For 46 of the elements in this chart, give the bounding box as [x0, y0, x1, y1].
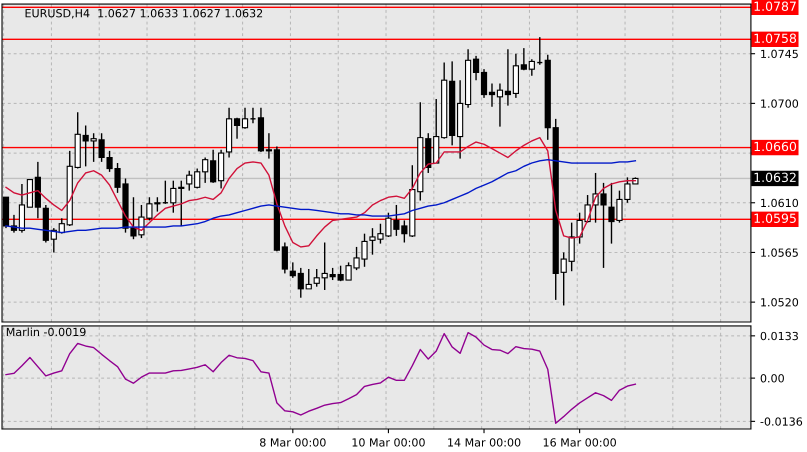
candlestick	[114, 162, 121, 194]
x-tick-label: 10 Mar 00:00	[352, 438, 425, 447]
candlestick	[345, 262, 352, 281]
candlestick	[162, 180, 169, 205]
candlestick	[146, 196, 153, 222]
candlestick	[616, 190, 623, 224]
y-tick-label: 0.00	[760, 374, 784, 383]
y-tick-label: 1.0610	[761, 198, 798, 208]
candlestick	[234, 117, 240, 140]
candlestick	[472, 55, 480, 81]
candlestick	[608, 182, 615, 244]
y-tick-label: -0.0136	[760, 417, 802, 426]
candlestick	[385, 212, 392, 238]
y-tick-label: 1.0745	[761, 50, 798, 58]
y-tick-label: 1.0565	[761, 248, 798, 257]
x-tick-label: 16 Mar 00:00	[544, 438, 616, 447]
candlestick	[250, 107, 256, 124]
candlestick	[377, 223, 384, 244]
line-series	[5, 136, 636, 248]
y-tick-label: 1.0700	[761, 99, 798, 108]
y-tick-label: 0.0133	[760, 332, 798, 340]
candlestick	[488, 82, 496, 108]
candlestick	[361, 232, 368, 268]
candlestick	[353, 246, 360, 271]
chart-title: EURUSD,H4 1.0627 1.0633 1.0627 1.0632	[26, 8, 262, 19]
y-tick-label: 1.0520	[761, 298, 798, 307]
x-tick-label: 8 Mar 00:00	[260, 438, 326, 447]
ref-line-label: 1.0660	[754, 142, 796, 152]
candlestick	[242, 107, 248, 130]
candlestick	[266, 132, 272, 160]
candlestick	[98, 132, 105, 163]
candlestick	[106, 150, 113, 173]
chart-title: Marlin -0.0019	[6, 328, 86, 336]
ref-line-label: 1.0758	[754, 34, 796, 43]
candlestick	[369, 227, 376, 256]
candlestick	[624, 176, 631, 204]
candlestick	[130, 196, 137, 240]
ref-line-label: 1.0632	[754, 172, 796, 182]
candlestick	[480, 68, 488, 99]
candlestick	[154, 196, 160, 212]
candlestick	[600, 182, 607, 269]
candlestick	[496, 82, 504, 128]
x-tick-label: 14 Mar 00:00	[448, 438, 520, 447]
candlestick	[504, 48, 512, 106]
ref-line-label: 1.0595	[754, 213, 796, 223]
ref-line-label: 1.0787	[754, 2, 796, 11]
